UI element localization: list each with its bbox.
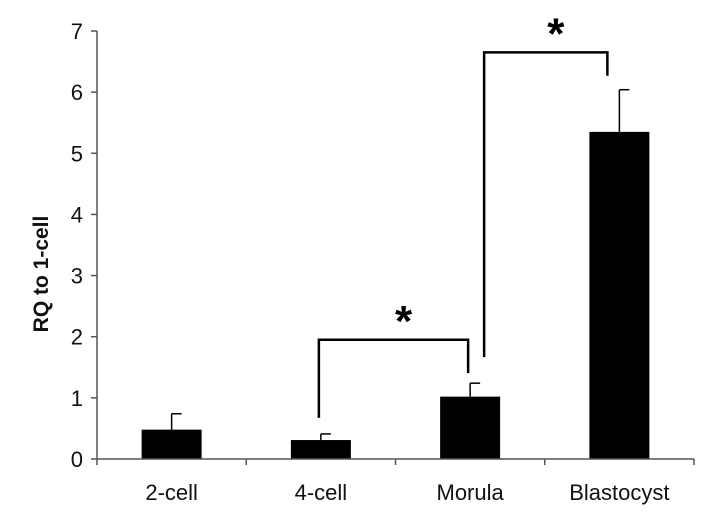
y-tick-label: 7 (71, 19, 83, 44)
y-tick-label: 6 (71, 80, 83, 105)
bar-morula (440, 396, 501, 459)
x-tick-label: 4-cell (295, 480, 348, 505)
x-tick-label: 2-cell (145, 480, 198, 505)
bar-4-cell (290, 440, 351, 459)
y-tick-label: 5 (71, 141, 83, 166)
significance-star: * (395, 297, 413, 346)
x-tick-label: Morula (437, 480, 505, 505)
y-tick-label: 3 (71, 264, 83, 289)
y-tick-label: 0 (71, 447, 83, 472)
y-tick-label: 2 (71, 325, 83, 350)
y-tick-label: 4 (71, 202, 83, 227)
significance-bracket (482, 51, 609, 358)
x-tick-label: Blastocyst (569, 480, 669, 505)
bar-2-cell (141, 429, 202, 459)
y-axis-title: RQ to 1-cell (30, 216, 53, 333)
y-tick-label: 1 (71, 386, 83, 411)
significance-bracket (317, 338, 470, 418)
bar-blastocyst (589, 131, 650, 459)
significance-star: * (547, 9, 565, 58)
